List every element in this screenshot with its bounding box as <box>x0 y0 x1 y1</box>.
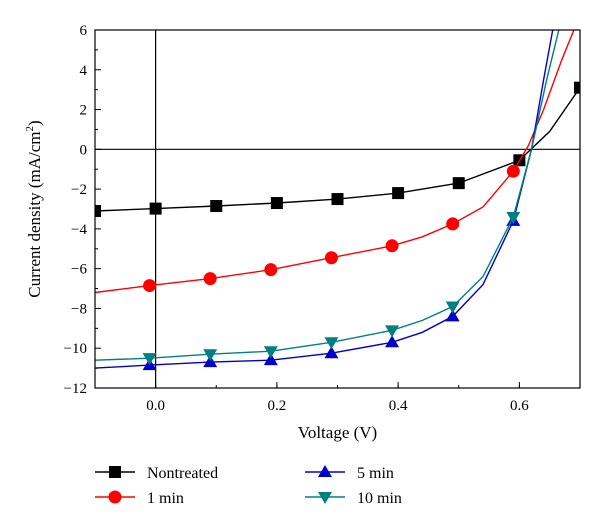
legend-entry: 10 min <box>305 490 402 507</box>
legend-label: Nontreated <box>147 465 218 482</box>
x-tick-label: 0.4 <box>389 398 408 414</box>
data-point <box>270 197 283 210</box>
legend-label: 10 min <box>357 490 402 507</box>
data-point <box>324 337 339 350</box>
data-point <box>446 217 460 231</box>
legend-entry: 1 min <box>95 490 184 507</box>
legend-label: 1 min <box>147 490 184 507</box>
data-point <box>263 346 278 359</box>
data-point <box>445 301 460 314</box>
data-point <box>264 263 278 277</box>
data-point <box>385 335 400 348</box>
ticks-layer: 0.0 0.2 0.4 0.6 −12 −10 −8 −6 −4 −2 0 2 4 6 <box>64 23 581 414</box>
y-axis-title-close: ) <box>25 120 44 126</box>
series-line <box>95 30 575 294</box>
y-tick-label: −4 <box>71 222 87 238</box>
data-point <box>331 193 344 206</box>
data-point <box>324 346 339 359</box>
data-point <box>149 202 162 215</box>
series-line <box>95 87 580 212</box>
x-tick-label: 0.6 <box>510 398 529 414</box>
series-line <box>95 30 560 361</box>
y-tick-label: 2 <box>80 103 88 119</box>
data-point <box>452 177 465 190</box>
data-point <box>142 353 157 366</box>
legend-label: 5 min <box>357 465 394 482</box>
y-tick-label: 4 <box>80 63 88 79</box>
data-point <box>203 272 217 286</box>
data-point <box>392 187 405 200</box>
data-point <box>385 239 399 253</box>
y-axis-title-main: Current density (mA/cm <box>25 131 44 297</box>
y-tick-label: −12 <box>64 381 87 397</box>
y-tick-label: 6 <box>80 23 88 39</box>
reference-lines <box>95 30 580 388</box>
series-layer <box>95 30 580 371</box>
legend-marker <box>108 490 122 504</box>
data-point <box>445 309 460 322</box>
y-tick-label: −10 <box>64 341 87 357</box>
y-tick-label: 0 <box>80 142 88 158</box>
series-1-min <box>95 30 575 294</box>
y-tick-label: −6 <box>71 262 87 278</box>
y-axis-title: Current density (mA/cm2) <box>24 120 44 297</box>
data-point <box>143 279 157 293</box>
series-10-min <box>95 30 560 366</box>
data-point <box>95 204 101 217</box>
data-point <box>506 211 521 224</box>
legend-marker <box>318 465 332 477</box>
data-point <box>574 81 580 94</box>
x-tick-label: 0.2 <box>268 398 287 414</box>
x-tick-label: 0.0 <box>146 398 165 414</box>
data-point <box>324 251 338 265</box>
legend: Nontreated 1 min 5 min 10 min <box>95 465 402 507</box>
series-line <box>95 30 554 369</box>
y-axis-title-superscript: 2 <box>24 126 36 132</box>
plot-frame <box>94 29 581 389</box>
y-tick-label: −2 <box>71 182 87 198</box>
y-tick-label: −8 <box>71 301 87 317</box>
legend-entry: 5 min <box>305 465 394 482</box>
legend-marker <box>318 492 332 504</box>
data-point <box>385 325 400 338</box>
data-point <box>210 200 223 213</box>
legend-marker <box>109 466 121 478</box>
data-point <box>203 349 218 362</box>
x-axis-title: Voltage (V) <box>298 423 377 442</box>
legend-entry: Nontreated <box>95 465 218 482</box>
data-point <box>506 164 520 178</box>
data-point <box>263 353 278 366</box>
